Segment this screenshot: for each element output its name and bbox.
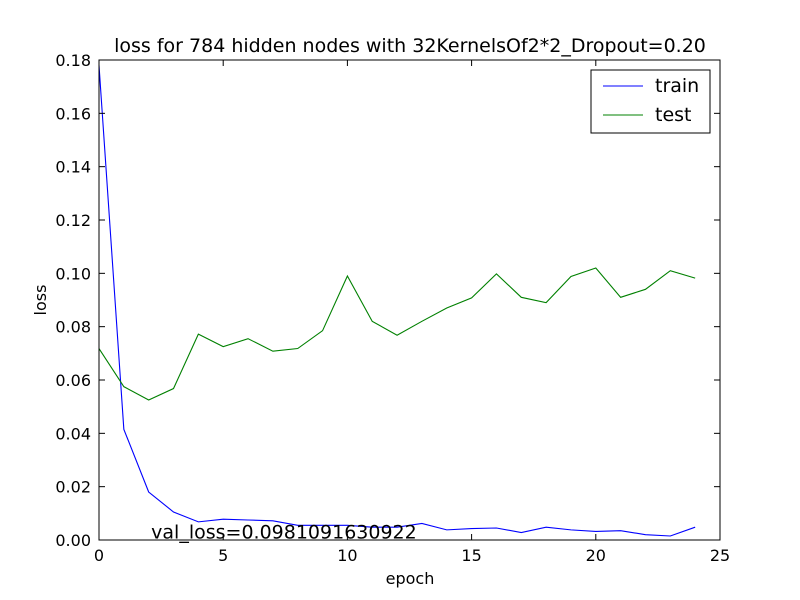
chart-title: loss for 784 hidden nodes with 32Kernels…	[114, 35, 706, 57]
y-tick-label: 0.08	[55, 318, 91, 337]
x-tick-label: 5	[218, 546, 228, 565]
y-tick-label: 0.18	[55, 51, 91, 70]
y-tick-label: 0.12	[55, 211, 91, 230]
axis-ticks: 0 5 10 15 20 25 0.00 0.02 0.04 0.06 0.08 0.10 0.12 0.…	[55, 51, 730, 565]
series-line-test	[98, 267, 696, 401]
x-tick-label: 0	[94, 546, 104, 565]
y-tick-label: 0.06	[55, 371, 91, 390]
val-loss-annotation: val_loss=0.0981091630922	[151, 522, 417, 544]
plot-area	[98, 65, 696, 537]
y-tick-label: 0.02	[55, 478, 91, 497]
y-tick-label: 0.00	[55, 531, 91, 550]
plot-frame	[98, 59, 721, 541]
x-tick-label: 25	[710, 546, 730, 565]
legend: train test	[590, 69, 711, 134]
series-line-train	[98, 65, 696, 537]
x-tick-label: 15	[461, 546, 481, 565]
x-tick-label: 10	[337, 546, 357, 565]
y-axis-label: loss	[31, 285, 50, 316]
y-tick-label: 0.04	[55, 424, 91, 443]
y-tick-label: 0.14	[55, 158, 91, 177]
legend-label-train: train	[655, 75, 699, 97]
legend-label-test: test	[655, 104, 692, 126]
x-axis-label: epoch	[386, 569, 435, 588]
legend-box	[590, 69, 711, 134]
x-tick-label: 20	[586, 546, 606, 565]
y-tick-label: 0.10	[55, 264, 91, 283]
y-tick-label: 0.16	[55, 104, 91, 123]
